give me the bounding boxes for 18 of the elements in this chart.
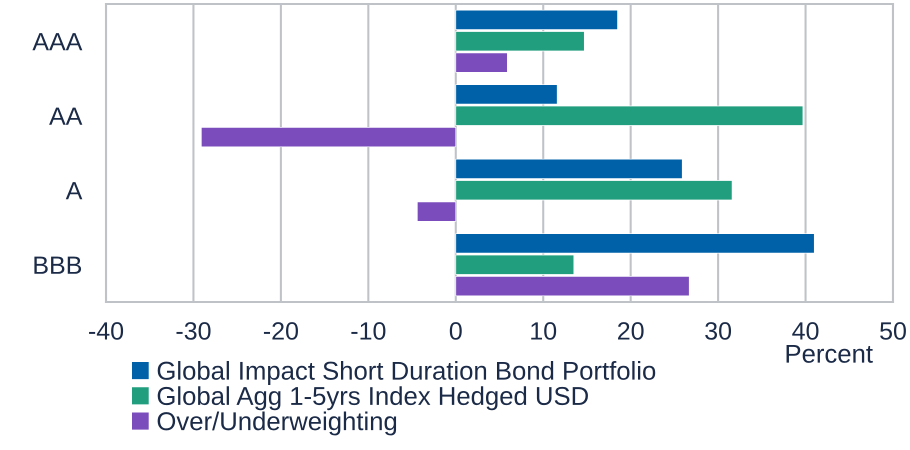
- x-tick-label: -30: [176, 322, 211, 340]
- x-tick-label: 10: [531, 322, 556, 340]
- legend-label: Over/Underweighting: [158, 411, 396, 436]
- legend-label: Global Impact Short Duration Bond Portfolio: [158, 361, 656, 385]
- x-tick-label: -40: [89, 322, 124, 340]
- x-tick-label: -20: [264, 322, 298, 340]
- x-tick-label: -10: [351, 322, 386, 340]
- legend-label: Global Agg 1-5yrs Index Hedged USD: [158, 386, 588, 410]
- x-tick-label: 0: [450, 322, 462, 340]
- x-tick-label: 40: [792, 322, 818, 340]
- y-tick-label: AAA: [32, 33, 82, 50]
- x-axis-title: Percent: [786, 344, 873, 363]
- y-tick-label: BBB: [34, 256, 82, 274]
- x-tick-label: 50: [880, 322, 906, 340]
- x-tick-label: 20: [618, 322, 644, 340]
- y-tick-label: A: [66, 182, 82, 200]
- y-tick-label: AA: [49, 108, 82, 125]
- x-tick-label: 30: [705, 322, 732, 340]
